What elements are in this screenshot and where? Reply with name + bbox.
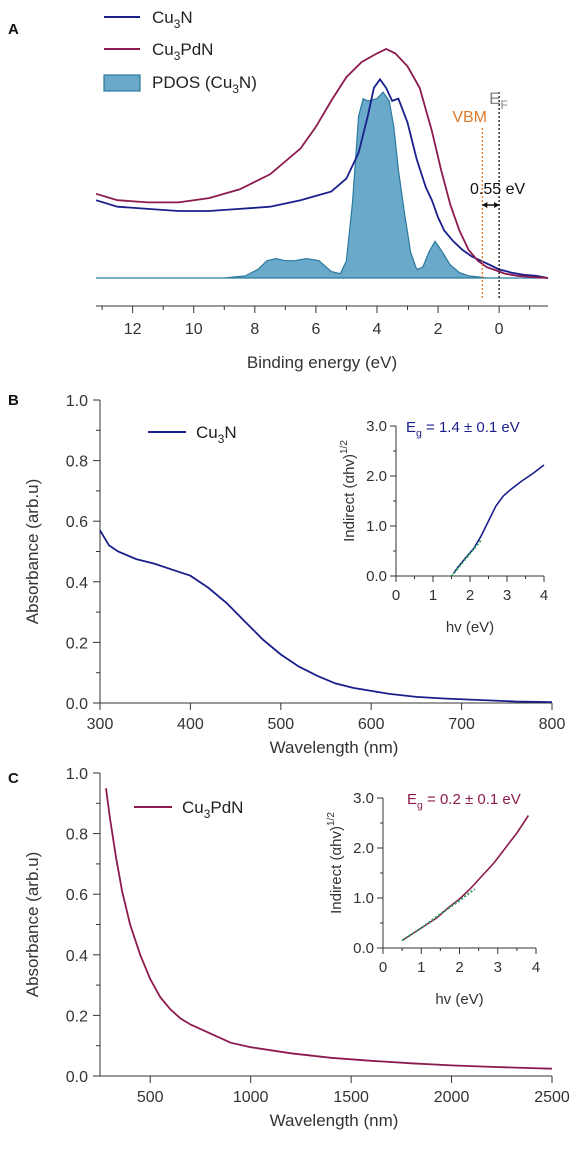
panel-a-x-tick-label: 10 bbox=[185, 321, 203, 338]
gap-arrow-head-left bbox=[482, 202, 488, 208]
inset-c-y-tick-label: 0.0 bbox=[353, 940, 374, 957]
panel-a-x-tick-label: 4 bbox=[373, 321, 382, 338]
panel-a-x-tick-label: 0 bbox=[495, 321, 504, 338]
inset-b-x-tick-label: 4 bbox=[540, 587, 548, 604]
inset-c-x-tick-label: 1 bbox=[417, 959, 425, 976]
inset-c-y-tick-label: 1.0 bbox=[353, 890, 374, 907]
panel-c-y-tick-label: 0.6 bbox=[66, 887, 88, 904]
inset-c-x-tick-label: 3 bbox=[494, 959, 502, 976]
panel-b-y-tick-label: 0.2 bbox=[66, 635, 88, 652]
panel-c-y-tick-label: 0.4 bbox=[66, 948, 88, 965]
panel-b-legend-label: Cu3N bbox=[196, 423, 237, 446]
panel-b-x-tick-label: 700 bbox=[448, 716, 475, 733]
panel-a-x-tick-label: 6 bbox=[311, 321, 320, 338]
panel-c-y-tick-label: 0.2 bbox=[66, 1008, 88, 1025]
inset-b-tauc-line bbox=[452, 464, 545, 574]
inset-b-x-tick-label: 2 bbox=[466, 587, 474, 604]
panel-c-legend-label: Cu3PdN bbox=[182, 798, 243, 821]
legend-label-cu3pdn: Cu3PdN bbox=[152, 40, 213, 63]
panel-a-x-label: Binding energy (eV) bbox=[247, 353, 397, 372]
inset-b-x-label: hv (eV) bbox=[446, 619, 494, 636]
inset-c-bandgap-label: Eg = 0.2 ± 0.1 eV bbox=[407, 791, 521, 812]
panel-c-x-tick-label: 2000 bbox=[434, 1089, 470, 1106]
panel-c-y-tick-label: 0.0 bbox=[66, 1069, 88, 1086]
panel-c-x-tick-label: 500 bbox=[137, 1089, 164, 1106]
cu3pdn-xps-line bbox=[95, 48, 549, 279]
panel-c-x-tick-label: 2500 bbox=[534, 1089, 570, 1106]
panel-label-a: A bbox=[8, 21, 19, 38]
gap-label: 0.55 eV bbox=[470, 181, 525, 198]
panel-c-absorbance-line bbox=[105, 788, 553, 1070]
inset-c-y-tick-label: 2.0 bbox=[353, 840, 374, 857]
panel-b-y-tick-label: 1.0 bbox=[66, 393, 88, 410]
inset-c-x-label: hv (eV) bbox=[435, 991, 483, 1008]
panel-a-x-tick-label: 8 bbox=[250, 321, 259, 338]
panel-b-x-label: Wavelength (nm) bbox=[270, 738, 399, 757]
panel-b-x-tick-label: 800 bbox=[539, 716, 566, 733]
inset-b-y-tick-label: 0.0 bbox=[366, 568, 387, 585]
panel-c-y-tick-label: 0.8 bbox=[66, 827, 88, 844]
inset-b-y-tick-label: 1.0 bbox=[366, 518, 387, 535]
panel-b-x-tick-label: 500 bbox=[267, 716, 294, 733]
panel-label-c: C bbox=[8, 770, 19, 787]
inset-b-y-label: Indirect (αhv)1/2 bbox=[339, 440, 358, 542]
inset-b-y-tick-label: 3.0 bbox=[366, 418, 387, 435]
inset-b-x-tick-label: 3 bbox=[503, 587, 511, 604]
panel-b-y-tick-label: 0.4 bbox=[66, 575, 88, 592]
panel-c-x-label: Wavelength (nm) bbox=[270, 1111, 399, 1130]
cu3n-xps-line bbox=[95, 77, 549, 279]
inset-b-x-tick-label: 1 bbox=[429, 587, 437, 604]
panel-b-x-tick-label: 600 bbox=[358, 716, 385, 733]
legend-label-pdos: PDOS (Cu3N) bbox=[152, 73, 257, 96]
panel-b-x-tick-label: 400 bbox=[177, 716, 204, 733]
panel-b-y-tick-label: 0.0 bbox=[66, 696, 88, 713]
legend-swatch-pdos bbox=[103, 74, 141, 92]
panel-label-b: B bbox=[8, 392, 19, 409]
panel-b-y-tick-label: 0.6 bbox=[66, 514, 88, 531]
panel-a-x-tick-label: 12 bbox=[124, 321, 142, 338]
panel-c-x-tick-label: 1000 bbox=[233, 1089, 269, 1106]
panel-b-y-label: Absorbance (arb.u) bbox=[23, 479, 42, 625]
inset-c-tauc-line bbox=[401, 815, 530, 942]
gap-arrow-head-right bbox=[494, 202, 500, 208]
pdos-area bbox=[96, 91, 548, 279]
inset-c-x-tick-label: 2 bbox=[455, 959, 463, 976]
inset-c-x-tick-label: 0 bbox=[379, 959, 387, 976]
inset-b-x-tick-label: 0 bbox=[392, 587, 400, 604]
inset-c-fit-line bbox=[401, 888, 476, 942]
inset-c-y-tick-label: 3.0 bbox=[353, 790, 374, 807]
inset-b-y-tick-label: 2.0 bbox=[366, 468, 387, 485]
legend-label-cu3n: Cu3N bbox=[152, 8, 193, 31]
panel-a-x-tick-label: 2 bbox=[434, 321, 443, 338]
panel-c-y-tick-label: 1.0 bbox=[66, 766, 88, 783]
panel-b-y-tick-label: 0.8 bbox=[66, 454, 88, 471]
panel-b-x-tick-label: 300 bbox=[87, 716, 114, 733]
inset-c-y-label: Indirect (αhv)1/2 bbox=[326, 812, 345, 914]
vbm-label: VBM bbox=[452, 109, 487, 126]
panel-b-absorbance-line bbox=[99, 529, 553, 703]
inset-b-bandgap-label: Eg = 1.4 ± 0.1 eV bbox=[406, 419, 520, 440]
panel-c-y-label: Absorbance (arb.u) bbox=[23, 852, 42, 998]
inset-c-x-tick-label: 4 bbox=[532, 959, 540, 976]
ef-label: EF bbox=[489, 89, 508, 112]
panel-c-x-tick-label: 1500 bbox=[333, 1089, 369, 1106]
